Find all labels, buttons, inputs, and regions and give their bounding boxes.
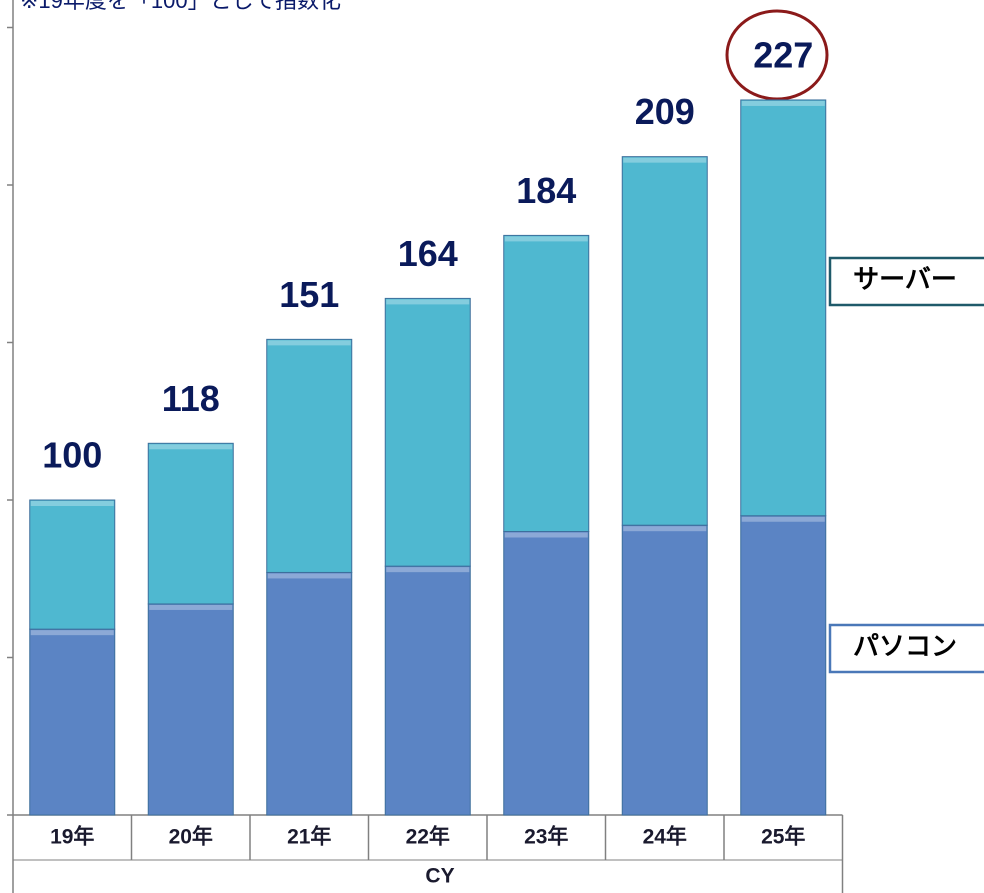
bar-bevel xyxy=(149,604,233,610)
bar-bevel xyxy=(149,444,233,450)
total-label: 118 xyxy=(162,378,220,419)
legend-box xyxy=(828,623,984,674)
x-tick-label: 25年 xyxy=(761,825,805,849)
bar-bevel xyxy=(623,157,707,163)
bar-segment xyxy=(147,442,234,605)
x-tick-label: 20年 xyxy=(169,825,213,849)
bar-bevel xyxy=(386,567,470,573)
bar-bevel xyxy=(386,299,470,305)
total-label: 151 xyxy=(279,274,339,315)
bar-segment xyxy=(621,524,708,816)
total-label: 227 xyxy=(753,34,813,75)
bar-segment xyxy=(621,156,708,526)
legend-box xyxy=(828,256,984,307)
x-tick-label: 21年 xyxy=(287,825,331,849)
chart-note: ※19年度を「100」として指数化 xyxy=(20,0,341,13)
bar-segment xyxy=(266,338,353,573)
bar-bevel xyxy=(267,573,351,579)
bar-bevel xyxy=(741,100,825,106)
x-tick-label: 22年 xyxy=(406,825,450,849)
highlight-ellipse xyxy=(725,9,829,101)
bar-segment xyxy=(503,234,590,532)
total-label: 184 xyxy=(516,170,576,211)
total-label: 164 xyxy=(398,233,458,274)
bar-bevel xyxy=(30,501,114,506)
total-label: 100 xyxy=(42,435,102,476)
x-tick-label: 23年 xyxy=(524,825,568,849)
x-axis-label: CY xyxy=(425,865,454,888)
bar-segment xyxy=(266,571,353,816)
total-label: 209 xyxy=(635,91,695,132)
bar-segment xyxy=(384,297,471,567)
bar-bevel xyxy=(623,526,707,532)
bar-bevel xyxy=(30,630,114,636)
bar-segment xyxy=(29,499,116,630)
bar-bevel xyxy=(267,340,351,346)
bar-bevel xyxy=(504,236,588,242)
bar-segment xyxy=(740,99,827,517)
bar-segment xyxy=(384,565,471,816)
legend-label: サーバー xyxy=(853,264,957,294)
bar-segment xyxy=(147,603,234,816)
bar-bevel xyxy=(741,516,825,522)
x-tick-label: 19年 xyxy=(50,825,94,849)
bar-segment xyxy=(503,531,590,816)
bar-segment xyxy=(29,628,116,816)
legend-label: パソコン xyxy=(853,631,957,661)
bar-segment xyxy=(740,515,827,816)
bar-bevel xyxy=(504,532,588,538)
x-tick-label: 24年 xyxy=(643,825,687,849)
